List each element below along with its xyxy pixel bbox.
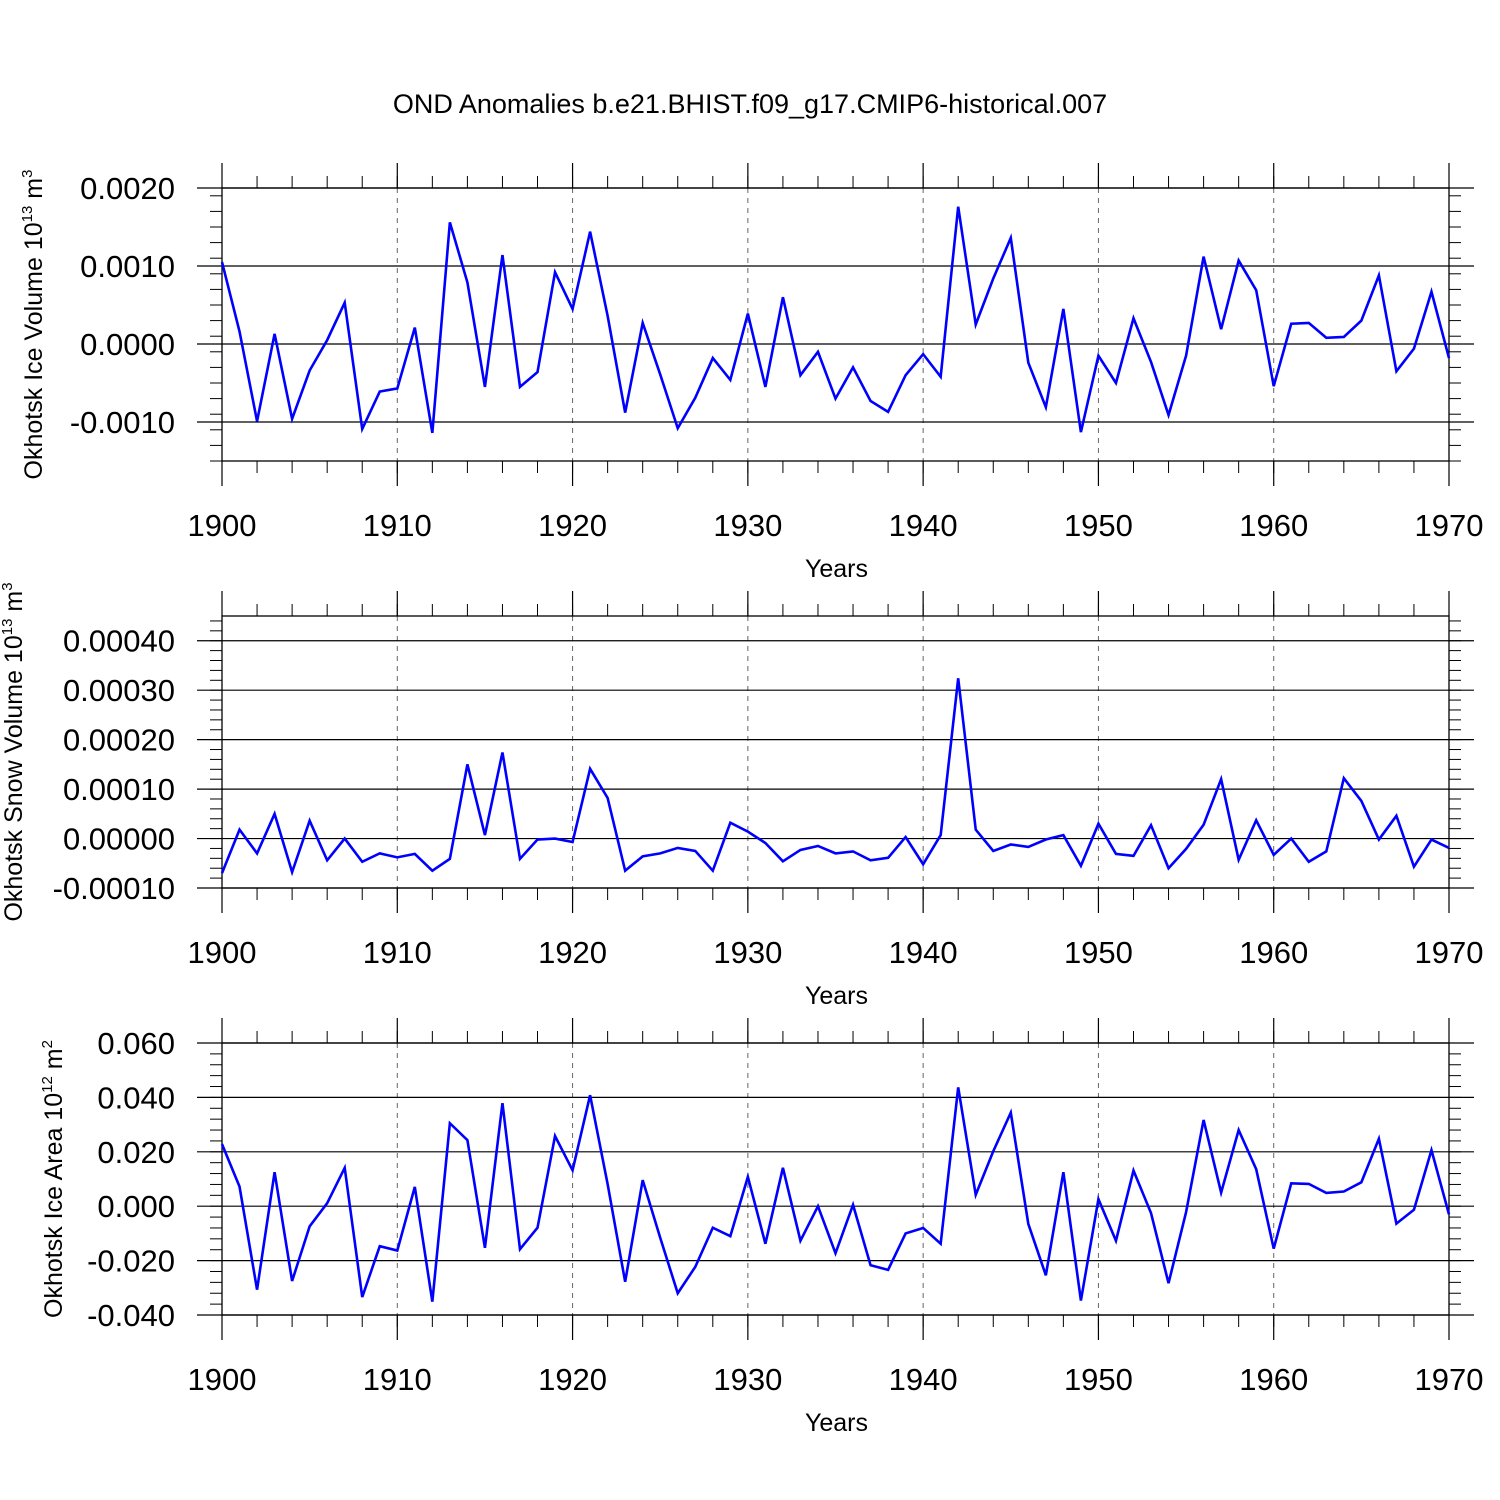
x-tick-label: 1900: [188, 1362, 257, 1397]
x-axis-title: Years: [805, 1409, 868, 1437]
y-axis-title: Okhotsk Ice Volume 1013 m3: [19, 170, 48, 480]
x-tick-label: 1960: [1239, 1362, 1308, 1397]
x-tick-label: 1970: [1415, 1362, 1484, 1397]
y-axis-title: Okhotsk Ice Area 1012 m2: [39, 1040, 68, 1318]
ice-area-panel: -0.040 -0.020 0.000 0.020 0.040 0.060 1900 1910…: [39, 1018, 1483, 1437]
x-tick-label: 1920: [538, 1362, 607, 1397]
y-tick-label: -0.020: [87, 1244, 175, 1279]
y-axis-title-text: Okhotsk Ice Area 10: [40, 1093, 68, 1318]
y-tick-label: 0.00020: [63, 723, 175, 758]
x-tick-label: 1910: [363, 508, 432, 543]
ice-volume-panel: -0.0010 0.0000 0.0010 0.0020 1900 1910 1920 193…: [19, 163, 1483, 583]
y-tick-label: 0.00000: [63, 822, 175, 857]
x-tick-label: 1960: [1239, 508, 1308, 543]
x-tick-label: 1930: [713, 1362, 782, 1397]
y-axis-title-unit: m: [0, 591, 28, 619]
x-tick-label: 1940: [889, 508, 958, 543]
x-tick-label: 1900: [188, 508, 257, 543]
x-tick-label: 1920: [538, 935, 607, 970]
y-axis-title-unit-sup: 3: [19, 170, 36, 178]
y-tick-label: 0.000: [97, 1189, 175, 1224]
y-axis-title-text: Okhotsk Ice Volume 10: [20, 222, 48, 479]
y-axis-title-sup: 13: [19, 206, 36, 223]
plot-frame: [221, 1042, 1450, 1316]
x-tick-label: 1930: [713, 508, 782, 543]
y-tick-label: 0.020: [97, 1135, 175, 1170]
x-tick-label: 1910: [363, 1362, 432, 1397]
y-tick-label: 0.040: [97, 1080, 175, 1115]
y-tick-label: -0.00010: [53, 871, 175, 906]
x-tick-label: 1920: [538, 508, 607, 543]
y-tick-label: 0.060: [97, 1026, 175, 1061]
y-axis-title-unit-sup: 2: [39, 1040, 56, 1048]
y-axis-title-sup: 13: [0, 619, 16, 636]
x-tick-label: 1930: [713, 935, 782, 970]
y-tick-label: 0.00040: [63, 624, 175, 659]
x-tick-label: 1960: [1239, 935, 1308, 970]
x-tick-label: 1900: [188, 935, 257, 970]
x-tick-label: 1940: [889, 935, 958, 970]
ice-area-series-line: [220, 1087, 1451, 1302]
plot-frame: [221, 187, 1450, 462]
x-tick-label: 1970: [1415, 508, 1484, 543]
y-tick-label: 0.00010: [63, 772, 175, 807]
snow-volume-series-line: [220, 678, 1450, 877]
ice-volume-series-line: [220, 206, 1451, 434]
y-axis-title-unit-sup: 3: [0, 582, 16, 590]
y-tick-label: -0.0010: [70, 405, 175, 440]
y-tick-label: 0.0000: [80, 327, 175, 362]
y-axis-title-unit: m: [40, 1048, 68, 1076]
x-tick-label: 1950: [1064, 935, 1133, 970]
x-tick-label: 1950: [1064, 1362, 1133, 1397]
x-tick-label: 1950: [1064, 508, 1133, 543]
figure-title: OND Anomalies b.e21.BHIST.f09_g17.CMIP6-…: [393, 89, 1107, 119]
x-axis-title: Years: [805, 555, 868, 583]
y-axis-title-text: Okhotsk Snow Volume 10: [0, 635, 28, 921]
plot-frame: [221, 615, 1450, 889]
y-axis-title-unit: m: [20, 178, 48, 206]
x-axis-title: Years: [805, 982, 868, 1010]
x-tick-label: 1940: [889, 1362, 958, 1397]
x-tick-label: 1970: [1415, 935, 1484, 970]
y-tick-label: 0.0020: [80, 171, 175, 206]
y-tick-label: -0.040: [87, 1298, 175, 1333]
y-tick-label: 0.0010: [80, 249, 175, 284]
y-tick-label: 0.00030: [63, 673, 175, 708]
snow-volume-panel: -0.00010 0.00000 0.00010 0.00020 0.00030 0.00…: [0, 582, 1483, 1010]
x-tick-label: 1910: [363, 935, 432, 970]
y-axis-title-sup: 12: [39, 1076, 56, 1093]
y-axis-title: Okhotsk Snow Volume 1013 m3: [0, 582, 28, 921]
